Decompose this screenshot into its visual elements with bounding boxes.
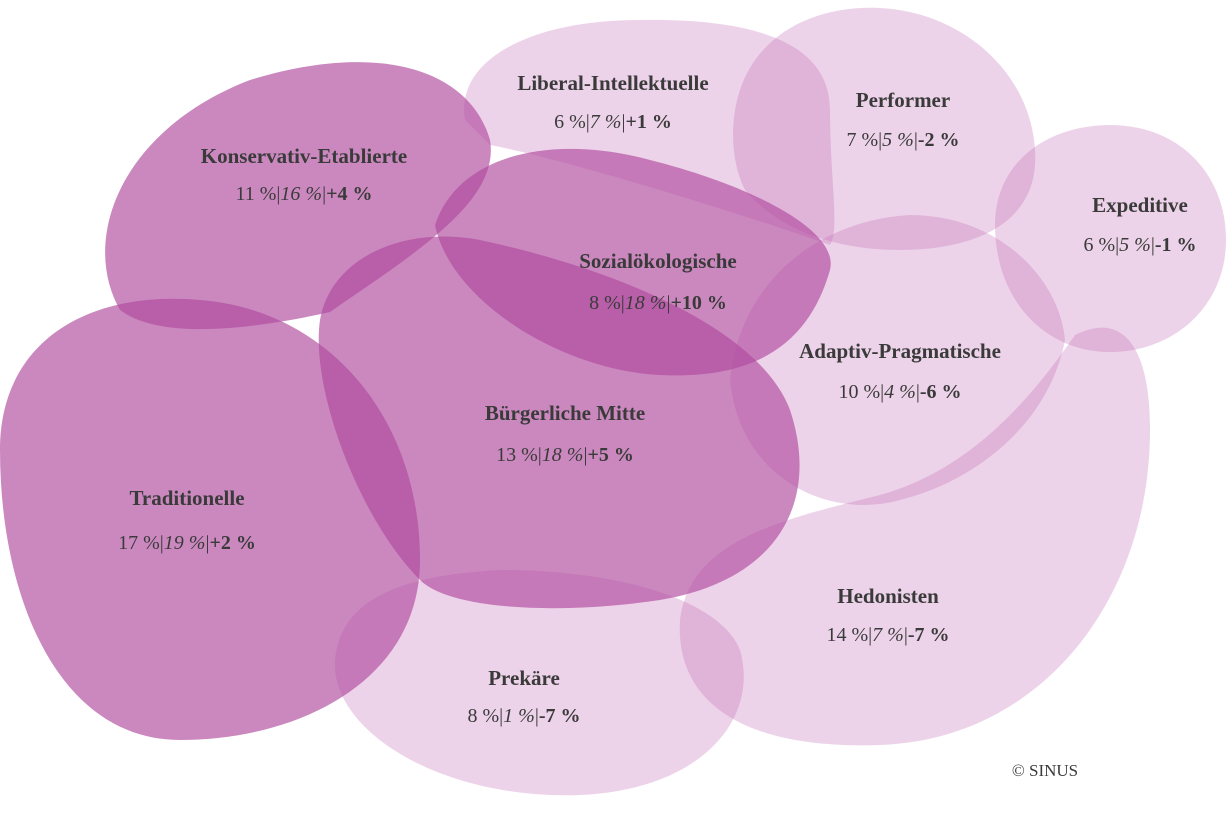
separator: | xyxy=(916,381,920,403)
milieu-figures: 14 %|7 %|-7 % xyxy=(826,624,949,646)
share-2: 16 % xyxy=(280,183,322,205)
milieu-name: Konservativ-Etablierte xyxy=(201,144,407,168)
blob-prekaere xyxy=(334,570,744,796)
change: +4 % xyxy=(326,183,372,205)
share: 17 % xyxy=(118,532,160,554)
separator: | xyxy=(621,292,625,314)
separator: | xyxy=(1115,234,1119,256)
milieu-name: Adaptiv-Pragmatische xyxy=(799,339,1001,363)
milieu-name: Traditionelle xyxy=(129,486,244,510)
blob-traditionelle xyxy=(0,298,420,740)
separator: | xyxy=(904,624,908,646)
blob-performer xyxy=(733,7,1036,250)
share: 6 % xyxy=(1083,234,1115,256)
share: 8 % xyxy=(589,292,621,314)
change: -7 % xyxy=(539,705,581,727)
share-2: 18 % xyxy=(625,292,667,314)
change: +5 % xyxy=(587,444,633,466)
milieu-name: Hedonisten xyxy=(837,584,939,608)
share-2: 7 % xyxy=(590,111,622,133)
change: -6 % xyxy=(920,381,962,403)
copyright: © SINUS xyxy=(1012,761,1078,780)
milieu-figures: 13 %|18 %|+5 % xyxy=(496,444,634,466)
milieu-figures: 8 %|1 %|-7 % xyxy=(467,705,580,727)
separator: | xyxy=(1151,234,1155,256)
milieu-name: Expeditive xyxy=(1092,193,1188,217)
separator: | xyxy=(322,183,326,205)
share: 13 % xyxy=(496,444,538,466)
share: 10 % xyxy=(838,381,880,403)
share-2: 7 % xyxy=(872,624,904,646)
separator: | xyxy=(586,111,590,133)
milieu-figures: 10 %|4 %|-6 % xyxy=(838,381,961,403)
milieu-figures: 11 %|16 %|+4 % xyxy=(235,183,372,205)
separator: | xyxy=(666,292,670,314)
share-2: 1 % xyxy=(503,705,535,727)
separator: | xyxy=(583,444,587,466)
separator: | xyxy=(880,381,884,403)
milieu-figures: 8 %|18 %|+10 % xyxy=(589,292,727,314)
milieu-figures: 17 %|19 %|+2 % xyxy=(118,532,256,554)
milieu-name: Sozialökologische xyxy=(579,249,737,273)
separator: | xyxy=(160,532,164,554)
blob-buergerliche-mitte xyxy=(318,236,800,609)
separator: | xyxy=(276,183,280,205)
separator: | xyxy=(868,624,872,646)
separator: | xyxy=(499,705,503,727)
separator: | xyxy=(621,111,625,133)
milieu-figures: 7 %|5 %|-2 % xyxy=(846,129,959,151)
change: +2 % xyxy=(209,532,255,554)
share: 11 % xyxy=(235,183,276,205)
separator: | xyxy=(878,129,882,151)
separator: | xyxy=(205,532,209,554)
change: +10 % xyxy=(670,292,726,314)
milieu-name: Liberal-Intellektuelle xyxy=(517,71,708,95)
blob-liberal xyxy=(464,19,835,246)
change: -1 % xyxy=(1155,234,1197,256)
change: -2 % xyxy=(918,129,960,151)
blob-expeditive xyxy=(995,125,1226,352)
share: 14 % xyxy=(826,624,868,646)
share-2: 5 % xyxy=(1119,234,1151,256)
share-2: 5 % xyxy=(882,129,914,151)
change: +1 % xyxy=(625,111,671,133)
separator: | xyxy=(535,705,539,727)
milieu-name: Bürgerliche Mitte xyxy=(485,401,645,425)
milieu-name: Prekäre xyxy=(488,666,560,690)
blobs xyxy=(0,7,1226,796)
share-2: 4 % xyxy=(884,381,916,403)
blob-hedonisten xyxy=(679,327,1150,746)
milieu-figures: 6 %|5 %|-1 % xyxy=(1083,234,1196,256)
share: 7 % xyxy=(846,129,878,151)
share: 6 % xyxy=(554,111,586,133)
separator: | xyxy=(914,129,918,151)
share-2: 19 % xyxy=(164,532,206,554)
change: -7 % xyxy=(908,624,950,646)
milieu-figures: 6 %|7 %|+1 % xyxy=(554,111,672,133)
share: 8 % xyxy=(467,705,499,727)
milieu-name: Performer xyxy=(856,88,950,112)
separator: | xyxy=(538,444,542,466)
share-2: 18 % xyxy=(542,444,584,466)
